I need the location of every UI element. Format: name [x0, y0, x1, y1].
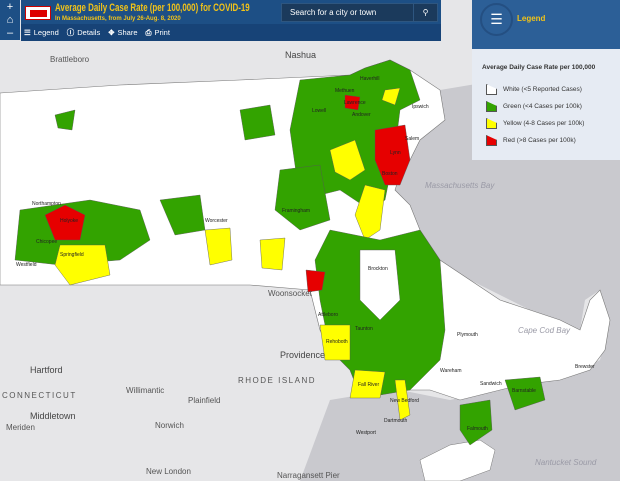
list-icon: ☰	[24, 28, 31, 37]
town-label: Attleboro	[318, 312, 338, 318]
marthas-vineyard	[419, 439, 496, 481]
legend-label: White (<5 Reported Cases)	[503, 86, 582, 93]
legend-label: Red (>8 Cases per 100k)	[503, 137, 576, 144]
legend-label: Legend	[33, 28, 59, 37]
town-label: Lynn	[390, 150, 401, 156]
label-willimantic: Willimantic	[126, 386, 164, 395]
share-icon: ✥	[108, 28, 115, 37]
town-label: Boston	[382, 171, 398, 177]
legend-label: Yellow (4-8 Cases per 100k)	[503, 120, 585, 127]
town-label: Barnstable	[512, 388, 536, 394]
town-label: Lawrence	[344, 100, 366, 106]
town-label: New Bedford	[390, 398, 419, 404]
town-label: Westfield	[16, 262, 37, 268]
label-nantucket-sound: Nantucket Sound	[535, 458, 597, 467]
legend-list-icon[interactable]: ☰	[480, 3, 513, 36]
page-subtitle: In Massachusetts, from July 26-Aug. 8, 2…	[55, 16, 181, 22]
label-massachusetts-bay: Massachusetts Bay	[425, 181, 495, 190]
share-label: Share	[117, 28, 138, 37]
label-hartford: Hartford	[30, 365, 63, 375]
town-label: Lowell	[312, 108, 326, 114]
legend-title: Legend	[517, 14, 546, 23]
town-label: Sandwich	[480, 381, 502, 387]
town-label: Northampton	[32, 201, 61, 207]
town-label: Springfield	[60, 252, 84, 258]
town-labels: Haverhill Lawrence Andover Lowell Methue…	[16, 76, 595, 436]
legend-panel: ☰ Legend Average Daily Case Rate per 100…	[472, 0, 620, 160]
town-label: Ipswich	[412, 104, 429, 110]
legend-label: Green (<4 Cases per 100k)	[503, 103, 582, 110]
label-providence: Providence	[280, 350, 325, 360]
legend-item-white: White (<5 Reported Cases)	[486, 84, 582, 95]
town-label: Haverhill	[360, 76, 379, 82]
town-label: Wareham	[440, 368, 462, 374]
share-button[interactable]: ✥ Share	[108, 28, 137, 37]
search-input[interactable]: Search for a city or town ⚲	[281, 3, 438, 22]
town-label: Holyoke	[60, 218, 78, 224]
town-label: Westport	[356, 430, 377, 436]
town-label: Brockton	[368, 266, 388, 272]
town-label: Andover	[352, 112, 371, 118]
label-nashua: Nashua	[285, 50, 316, 60]
town-label: Falmouth	[467, 426, 488, 432]
zoom-controls: + ⌂ –	[0, 0, 20, 40]
label-narragansett: Narragansett Pier	[277, 471, 340, 480]
label-norwich: Norwich	[155, 421, 184, 430]
label-connecticut: CONNECTICUT	[2, 391, 77, 400]
town-label: Methuen	[335, 88, 355, 94]
town-label: Worcester	[205, 218, 228, 224]
search-button[interactable]: ⚲	[413, 4, 437, 21]
legend-item-green: Green (<4 Cases per 100k)	[486, 101, 582, 112]
home-button[interactable]: ⌂	[6, 13, 14, 26]
mass-gov-logo	[25, 6, 51, 20]
details-button[interactable]: ⓘ Details	[67, 27, 100, 38]
label-middletown: Middletown	[30, 411, 76, 421]
print-label: Print	[154, 28, 170, 37]
print-icon: ⎙	[145, 27, 152, 37]
town-label: Salem	[405, 136, 419, 142]
search-icon: ⚲	[422, 8, 429, 17]
town-label: Brewster	[575, 364, 595, 370]
legend-subtitle: Average Daily Case Rate per 100,000	[482, 64, 596, 71]
legend-item-yellow: Yellow (4-8 Cases per 100k)	[486, 118, 584, 129]
details-label: Details	[77, 28, 101, 37]
town-label: Fall River	[358, 382, 379, 388]
label-meriden: Meriden	[6, 423, 35, 432]
info-icon: ⓘ	[66, 28, 75, 37]
town-label: Rehoboth	[326, 339, 348, 345]
town-regions	[14, 59, 546, 446]
label-new-london: New London	[146, 467, 191, 476]
page-title: Average Daily Case Rate (per 100,000) fo…	[55, 2, 250, 14]
town-label: Dartmouth	[384, 418, 408, 424]
legend-button[interactable]: ☰ Legend	[24, 28, 59, 37]
town-label: Plymouth	[457, 332, 478, 338]
town-label: Chicopee	[36, 239, 57, 245]
toolbar: ☰ Legend ⓘ Details ✥ Share ⎙ Print	[21, 24, 441, 41]
label-brattleboro: Brattleboro	[50, 55, 90, 64]
zoom-in-button[interactable]: +	[6, 0, 14, 13]
zoom-out-button[interactable]: –	[6, 27, 14, 40]
label-rhode-island: RHODE ISLAND	[238, 376, 316, 385]
legend-item-red: Red (>8 Cases per 100k)	[486, 135, 576, 146]
town-label: Framingham	[282, 208, 310, 214]
print-button[interactable]: ⎙ Print	[146, 28, 170, 38]
label-cape-cod-bay: Cape Cod Bay	[518, 326, 571, 335]
ocean	[300, 60, 620, 481]
town-label: Taunton	[355, 326, 373, 332]
label-plainfield: Plainfield	[188, 396, 220, 405]
label-woonsocket: Woonsocket	[268, 289, 313, 298]
search-placeholder: Search for a city or town	[290, 8, 377, 17]
